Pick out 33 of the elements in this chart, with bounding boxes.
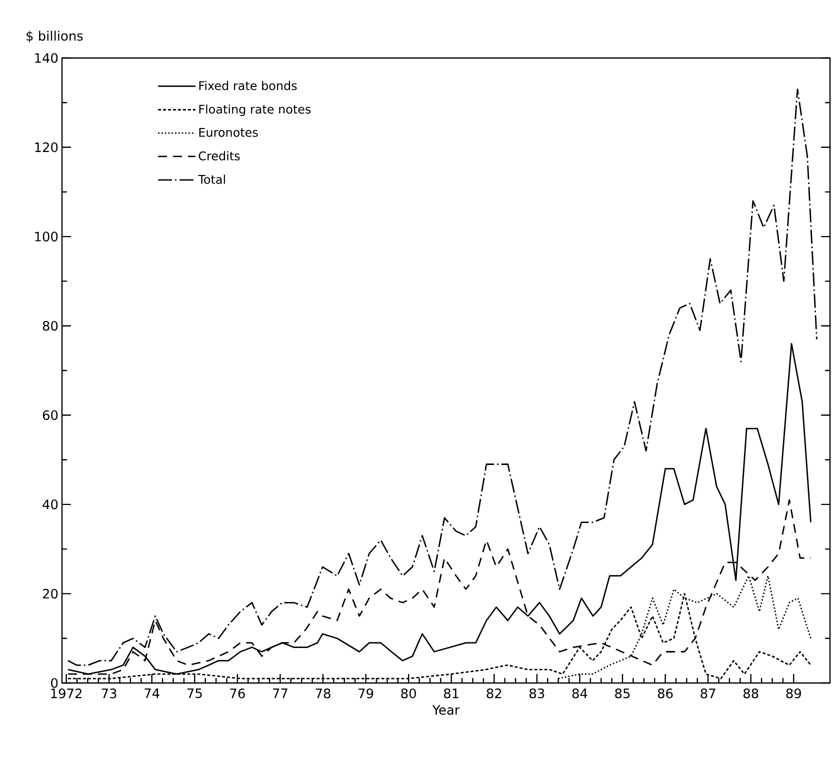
legend-label: Floating rate notes <box>199 104 311 116</box>
legend-label: Fixed rate bonds <box>199 80 297 90</box>
x-tick-label: 85 <box>615 688 630 698</box>
y-tick-label: 80 <box>42 320 58 331</box>
x-tick-label: 76 <box>230 688 245 698</box>
y-tick-label: 60 <box>42 410 58 420</box>
x-tick-label: 73 <box>102 688 116 698</box>
x-tick-label: 80 <box>401 688 416 698</box>
legend-label: Total <box>198 174 225 184</box>
x-tick-label: 74 <box>144 688 160 698</box>
legend-label: Euronotes <box>199 128 258 137</box>
x-tick-label: 84 <box>572 688 588 698</box>
x-tick-label: 86 <box>658 688 673 698</box>
x-tick-label: 1972 <box>51 688 82 698</box>
x-tick-label: 75 <box>187 688 202 698</box>
y-tick-label: 140 <box>35 53 58 63</box>
y-tick-label: 120 <box>35 142 58 152</box>
x-tick-label: 83 <box>530 688 544 698</box>
x-tick-label: 82 <box>486 688 502 698</box>
y-tick-label: 20 <box>42 588 58 599</box>
y-tick-label: 40 <box>42 500 58 510</box>
x-tick-label: 88 <box>743 688 758 698</box>
x-tick-label: 77 <box>273 688 288 698</box>
x-tick-label: 81 <box>444 688 458 698</box>
legend-label: Credits <box>198 151 240 160</box>
x-axis-title: Year <box>432 705 460 715</box>
x-tick-label: 87 <box>700 688 716 698</box>
x-tick-label: 78 <box>316 688 330 698</box>
x-tick-label: 79 <box>358 688 374 698</box>
y-tick-label: 0 <box>51 678 58 688</box>
x-tick-label: 89 <box>786 688 801 698</box>
y-tick-label: 100 <box>35 232 58 242</box>
y-axis-title: $ billions <box>26 30 83 42</box>
